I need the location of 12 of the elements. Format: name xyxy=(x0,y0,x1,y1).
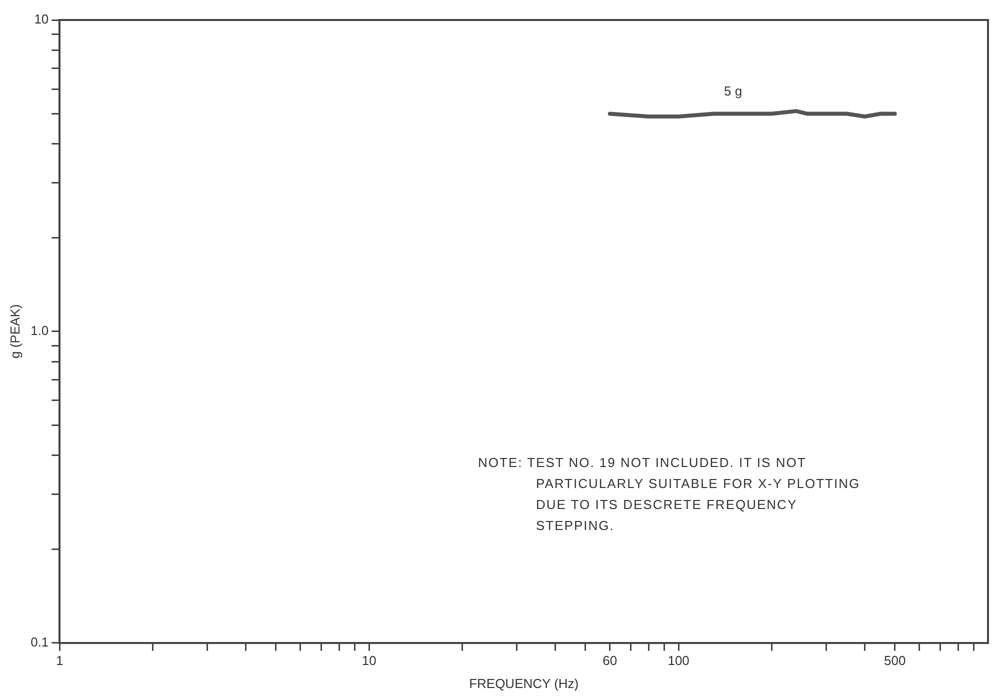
x-tick-label: 1 xyxy=(56,653,64,668)
x-axis-title: FREQUENCY (Hz) xyxy=(469,676,579,691)
annotation: NOTE: TEST NO. 19 NOT INCLUDED. IT IS NOT PARTICULARLY SUITABLE FOR X-Y PLOTTING DUE TO ITS DESCRETE FREQUENCY STEPPING. xyxy=(478,452,868,536)
x-tick-label: 10 xyxy=(362,653,376,668)
x-tick-label: 100 xyxy=(668,653,690,668)
y-tick-label: 1.0 xyxy=(30,322,49,338)
x-tick-label: 500 xyxy=(884,653,906,668)
y-tick-label: 10 xyxy=(34,12,49,27)
annotation: 5 g xyxy=(724,84,742,99)
y-axis-title: g (PEAK) xyxy=(7,304,22,358)
x-tick-label: 60 xyxy=(602,653,618,668)
y-tick-label: 0.1 xyxy=(30,634,49,650)
